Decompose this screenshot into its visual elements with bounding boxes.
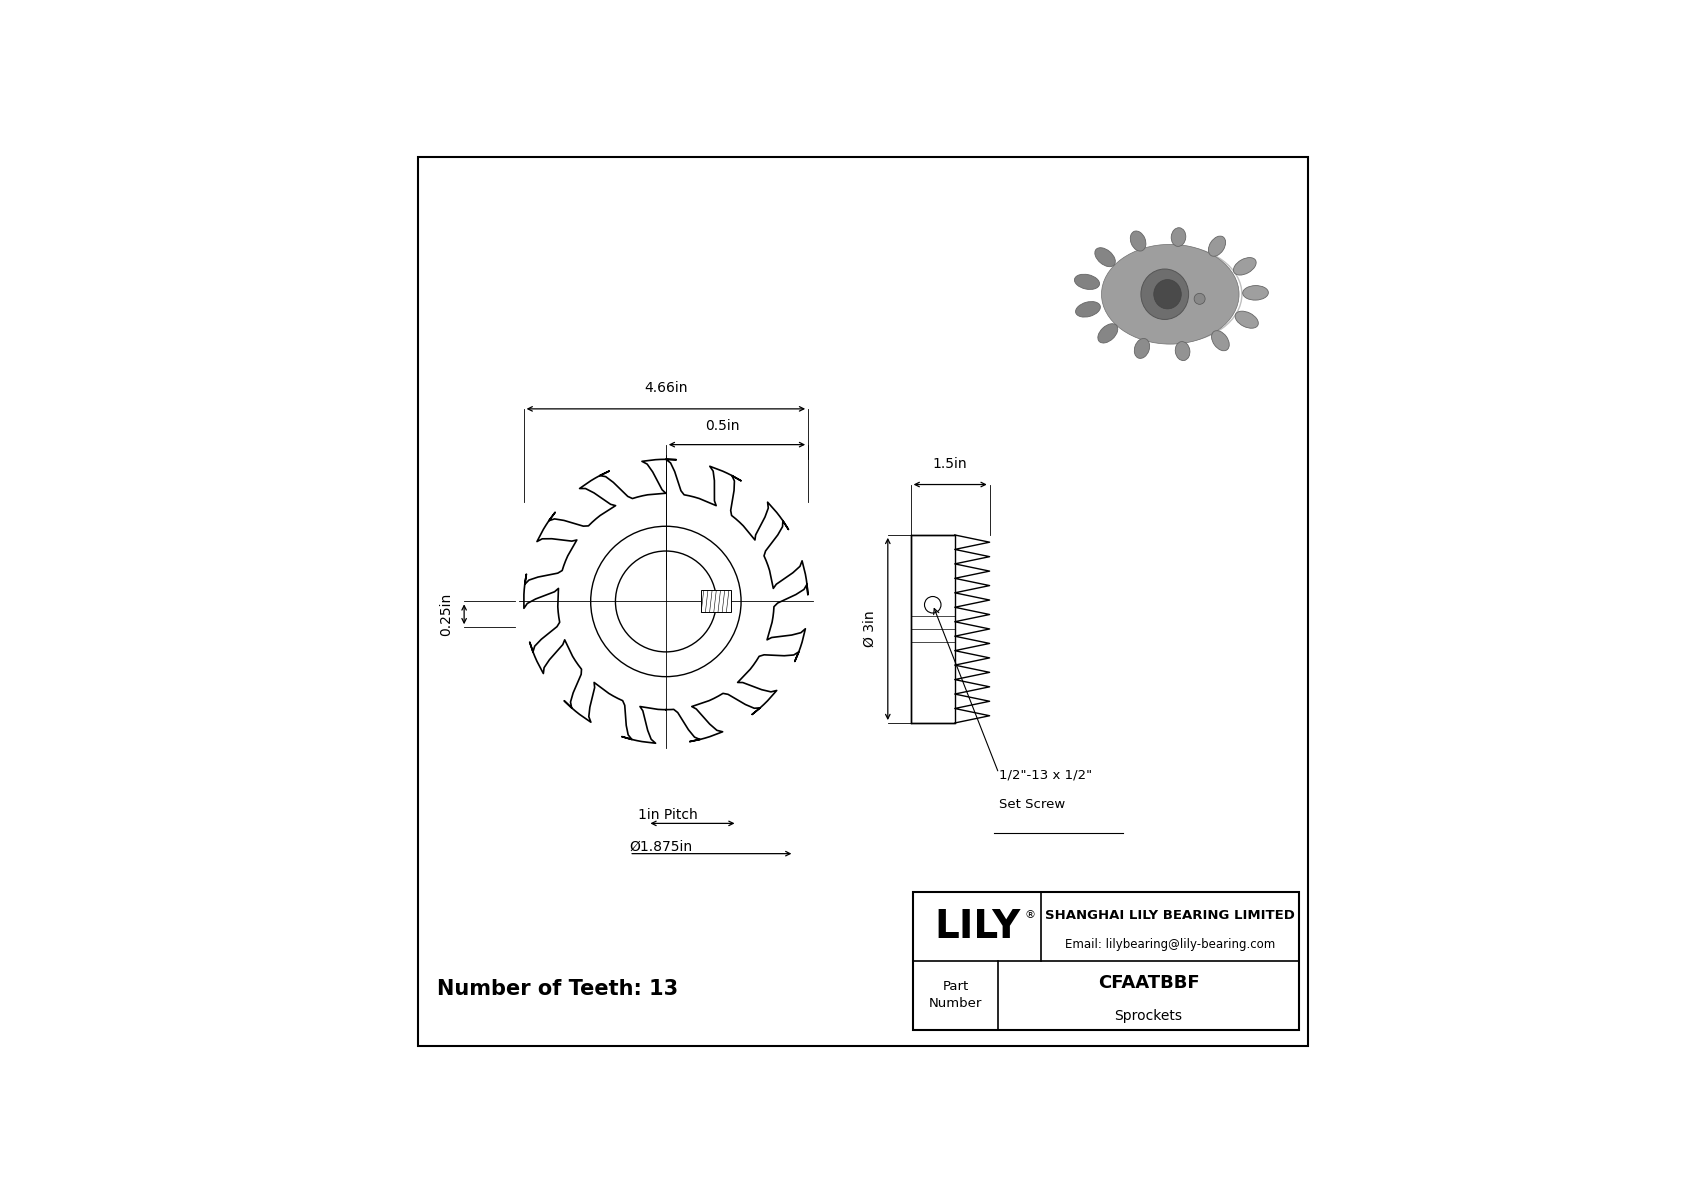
Ellipse shape (1142, 269, 1189, 319)
Text: 1in Pitch: 1in Pitch (638, 807, 699, 822)
Text: 1.5in: 1.5in (933, 457, 968, 470)
Ellipse shape (1211, 331, 1229, 351)
Text: Ø 3in: Ø 3in (862, 611, 877, 647)
Text: ®: ® (1026, 911, 1036, 921)
Text: 4.66in: 4.66in (643, 381, 687, 395)
Text: LILY: LILY (935, 908, 1021, 946)
Text: CFAATBBF: CFAATBBF (1098, 974, 1199, 992)
Ellipse shape (1130, 231, 1145, 251)
Ellipse shape (1095, 248, 1115, 267)
Ellipse shape (1154, 280, 1180, 308)
Ellipse shape (1243, 286, 1268, 300)
Ellipse shape (1074, 274, 1100, 289)
Text: Number of Teeth: 13: Number of Teeth: 13 (436, 979, 677, 999)
Text: Sprockets: Sprockets (1115, 1009, 1182, 1023)
Text: 0.25in: 0.25in (440, 593, 453, 636)
Bar (913, 892, 1298, 1030)
Ellipse shape (1098, 324, 1118, 343)
Text: Set Screw: Set Screw (999, 798, 1064, 811)
Bar (701, 591, 731, 612)
Ellipse shape (1175, 342, 1191, 361)
Ellipse shape (1170, 227, 1186, 247)
Text: SHANGHAI LILY BEARING LIMITED: SHANGHAI LILY BEARING LIMITED (1044, 909, 1295, 922)
Ellipse shape (1076, 301, 1100, 317)
Bar (913, 892, 1298, 1030)
Text: 0.5in: 0.5in (706, 419, 739, 432)
Ellipse shape (1233, 257, 1256, 275)
Ellipse shape (1209, 236, 1226, 256)
Circle shape (1194, 293, 1206, 305)
Ellipse shape (1101, 244, 1239, 344)
Text: Ø1.875in: Ø1.875in (630, 840, 692, 854)
Text: Email: lilybearing@lily-bearing.com: Email: lilybearing@lily-bearing.com (1064, 939, 1275, 950)
Ellipse shape (1135, 338, 1150, 358)
Text: Part
Number: Part Number (930, 980, 982, 1010)
Bar (911, 535, 955, 723)
Text: 1/2"-13 x 1/2": 1/2"-13 x 1/2" (999, 769, 1091, 781)
Ellipse shape (1234, 311, 1258, 329)
